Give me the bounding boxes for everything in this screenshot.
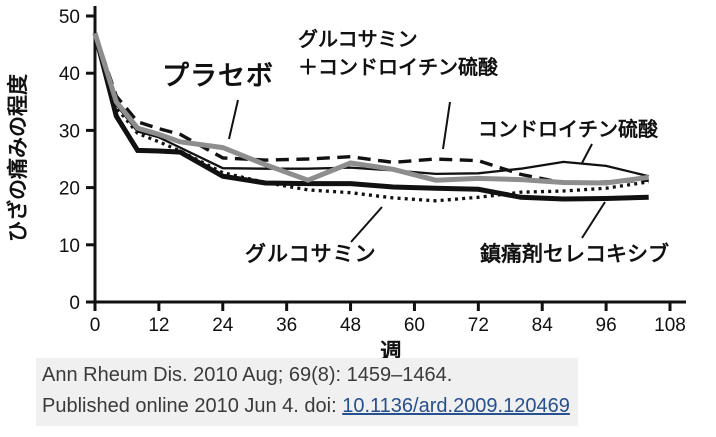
y-tick-label: 30 (59, 121, 80, 142)
citation-line-2-text: Published online 2010 Jun 4. doi: (42, 395, 343, 417)
x-tick-label: 24 (212, 315, 234, 336)
annotation-leader-celecoxib (581, 201, 606, 239)
x-tick-label: 84 (532, 315, 554, 336)
x-tick-label: 72 (468, 315, 489, 336)
annotation-leader-glucosamine (350, 206, 383, 243)
x-tick-label: 96 (596, 315, 617, 336)
series-line-chondroitin (93, 32, 649, 178)
citation-block: Ann Rheum Dis. 2010 Aug; 69(8): 1459–146… (36, 358, 578, 426)
annotation-leader-chondroitin (581, 143, 593, 164)
y-axis-title: ひざの痛みの程度 (7, 74, 30, 242)
citation-line-2: Published online 2010 Jun 4. doi: 10.113… (42, 391, 570, 422)
series-label-celecoxib: 鎮痛剤セレコキシブ (480, 243, 669, 266)
series-label-glucosamine-chondroitin: グルコサミン ＋コンドロイチン硫酸 (298, 29, 498, 79)
citation-line-1: Ann Rheum Dis. 2010 Aug; 69(8): 1459–146… (42, 364, 453, 386)
y-tick-label: 40 (59, 64, 80, 85)
series-label-chondroitin: コンドロイチン硫酸 (478, 119, 658, 141)
series-line-placebo (92, 32, 650, 186)
series-line-celecoxib (92, 32, 649, 202)
series-label-placebo: プラセボ (162, 61, 274, 91)
y-tick-label: 0 (69, 293, 80, 314)
y-tick-label: 20 (59, 179, 80, 200)
x-tick-label: 12 (148, 315, 169, 336)
x-tick-label: 0 (90, 315, 101, 336)
y-tick-label: 10 (59, 236, 80, 257)
x-tick-label: 48 (340, 315, 361, 336)
annotation-leader-glucosamine-chondroitin (442, 101, 451, 150)
x-tick-label: 36 (276, 315, 297, 336)
series-line-glucosamine (93, 32, 649, 203)
annotation-leader-placebo (228, 99, 239, 140)
y-tick-label: 50 (59, 7, 80, 28)
x-axis-title: 週 (380, 339, 403, 364)
series-label-glucosamine: グルコサミン (245, 243, 377, 266)
doi-link[interactable]: 10.1136/ard.2009.120469 (342, 395, 570, 417)
x-tick-label: 60 (404, 315, 425, 336)
x-tick-label: 108 (654, 315, 686, 336)
